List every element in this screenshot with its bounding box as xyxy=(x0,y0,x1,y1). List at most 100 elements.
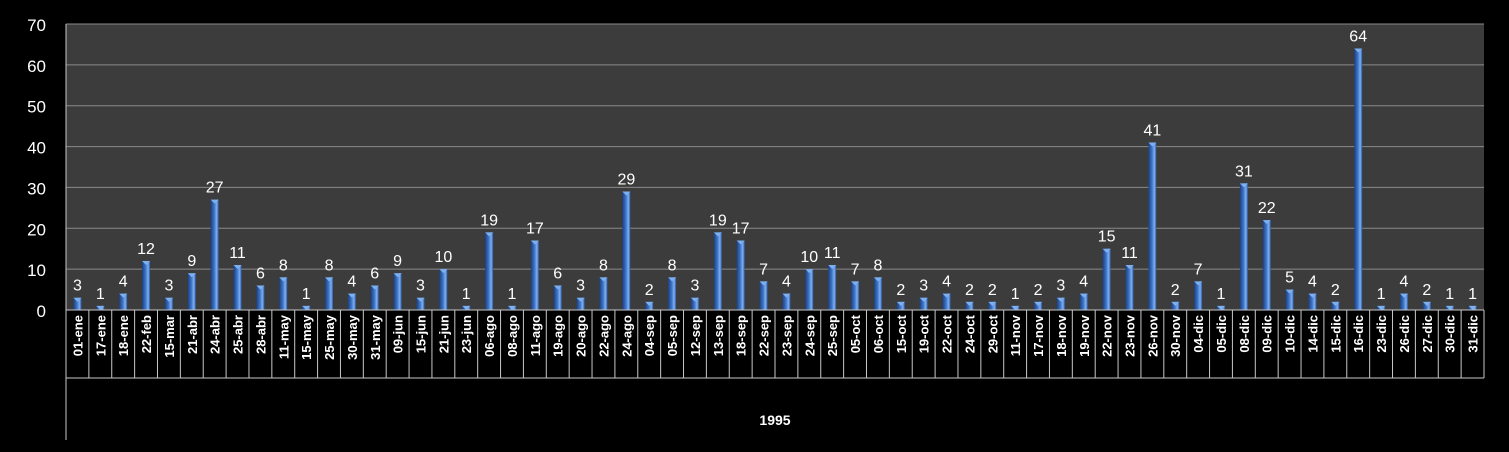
data-label: 6 xyxy=(553,265,562,282)
data-label: 6 xyxy=(370,265,379,282)
bar-bevel xyxy=(96,305,105,310)
bar-bevel xyxy=(553,285,562,290)
data-label: 19 xyxy=(709,212,727,229)
bar xyxy=(1308,293,1317,310)
data-label: 1 xyxy=(1468,286,1477,303)
x-tick-label: 31-dic xyxy=(1466,315,1481,353)
data-label: 4 xyxy=(119,274,128,291)
data-label: 2 xyxy=(1422,282,1431,299)
data-label: 15 xyxy=(1098,229,1116,246)
bar-bevel xyxy=(1216,305,1225,310)
x-tick-label: 11-nov xyxy=(1008,314,1023,356)
bar-bevel xyxy=(851,281,860,286)
bar-bevel xyxy=(919,297,928,302)
data-label: 1 xyxy=(1377,286,1386,303)
bar-bevel xyxy=(507,305,516,310)
bar xyxy=(393,273,402,310)
x-tick-label: 05-sep xyxy=(665,315,680,356)
data-label: 3 xyxy=(164,278,173,295)
bar xyxy=(119,293,128,310)
x-tick-label: 21-abr xyxy=(185,315,200,354)
x-tick-label: 08-ago xyxy=(505,315,520,357)
data-label: 1 xyxy=(1445,286,1454,303)
x-tick-label: 19-nov xyxy=(1077,314,1092,357)
x-tick-label: 24-abr xyxy=(208,315,223,354)
data-label: 1 xyxy=(1011,286,1020,303)
bar-bevel xyxy=(1331,301,1340,306)
bar-bevel xyxy=(1194,281,1203,286)
bar xyxy=(1354,48,1363,311)
x-tick-label: 26-nov xyxy=(1145,314,1160,357)
bar-bevel xyxy=(668,277,677,282)
bar-bevel xyxy=(1079,293,1088,298)
bar xyxy=(530,240,539,310)
data-label: 10 xyxy=(434,249,452,266)
bar xyxy=(347,293,356,310)
data-label: 2 xyxy=(1171,282,1180,299)
bar-bevel xyxy=(233,265,242,270)
bar-bevel xyxy=(1125,265,1134,270)
y-tick-label: 50 xyxy=(27,98,46,117)
bar-bevel xyxy=(759,281,768,286)
bar-bevel xyxy=(942,293,951,298)
bar-bevel xyxy=(690,297,699,302)
bar-bevel xyxy=(142,260,151,265)
data-label: 22 xyxy=(1258,200,1276,217)
data-label: 17 xyxy=(526,221,544,238)
bar xyxy=(599,277,608,310)
bar-bevel xyxy=(1285,289,1294,294)
bar-bevel xyxy=(1011,305,1020,310)
bar xyxy=(1194,281,1203,310)
x-tick-label: 08-dic xyxy=(1237,315,1252,353)
bar xyxy=(919,297,928,310)
data-label: 8 xyxy=(873,257,882,274)
x-tick-label: 15-may xyxy=(299,314,314,360)
x-tick-label: 31-may xyxy=(368,314,383,360)
bar xyxy=(439,269,448,310)
bar-bevel xyxy=(73,297,82,302)
x-tick-label: 25-abr xyxy=(231,315,246,354)
x-tick-label: 29-oct xyxy=(985,314,1000,353)
x-tick-label: 06-ago xyxy=(482,315,497,357)
data-label: 7 xyxy=(851,261,860,278)
bar xyxy=(1262,220,1271,310)
bar-bevel xyxy=(302,305,311,310)
data-label: 3 xyxy=(1056,278,1065,295)
x-tick-label: 23-dic xyxy=(1374,315,1389,353)
bar-bevel xyxy=(1056,297,1065,302)
x-tick-label: 09-jun xyxy=(391,315,406,353)
data-label: 4 xyxy=(1308,274,1317,291)
bar-bevel xyxy=(622,191,631,196)
bar xyxy=(73,297,82,310)
data-label: 41 xyxy=(1143,122,1161,139)
bar xyxy=(645,301,654,310)
x-tick-label: 24-ago xyxy=(619,315,634,357)
bar-bevel xyxy=(370,285,379,290)
bar xyxy=(325,277,334,310)
bar xyxy=(1285,289,1294,310)
bar xyxy=(256,285,265,310)
y-tick-label: 0 xyxy=(37,302,46,321)
bar-bevel xyxy=(1034,301,1043,306)
y-tick-label: 30 xyxy=(27,179,46,198)
bar-bevel xyxy=(1148,142,1157,147)
bar xyxy=(164,297,173,310)
x-tick-label: 18-ene xyxy=(116,315,131,356)
x-tick-label: 22-ago xyxy=(596,315,611,357)
data-label: 1 xyxy=(462,286,471,303)
data-label: 1 xyxy=(1217,286,1226,303)
data-label: 1 xyxy=(302,286,311,303)
bar-bevel xyxy=(347,293,356,298)
bar-bevel xyxy=(530,240,539,245)
x-tick-label: 15-mar xyxy=(162,315,177,358)
bar xyxy=(1125,265,1134,310)
gridlines xyxy=(66,23,1484,270)
bar xyxy=(759,281,768,310)
x-tick-label: 25-may xyxy=(322,314,337,360)
data-label: 4 xyxy=(1399,274,1408,291)
x-tick-label: 15-jun xyxy=(414,315,429,353)
data-label: 2 xyxy=(645,282,654,299)
data-label: 8 xyxy=(599,257,608,274)
data-label: 7 xyxy=(759,261,768,278)
